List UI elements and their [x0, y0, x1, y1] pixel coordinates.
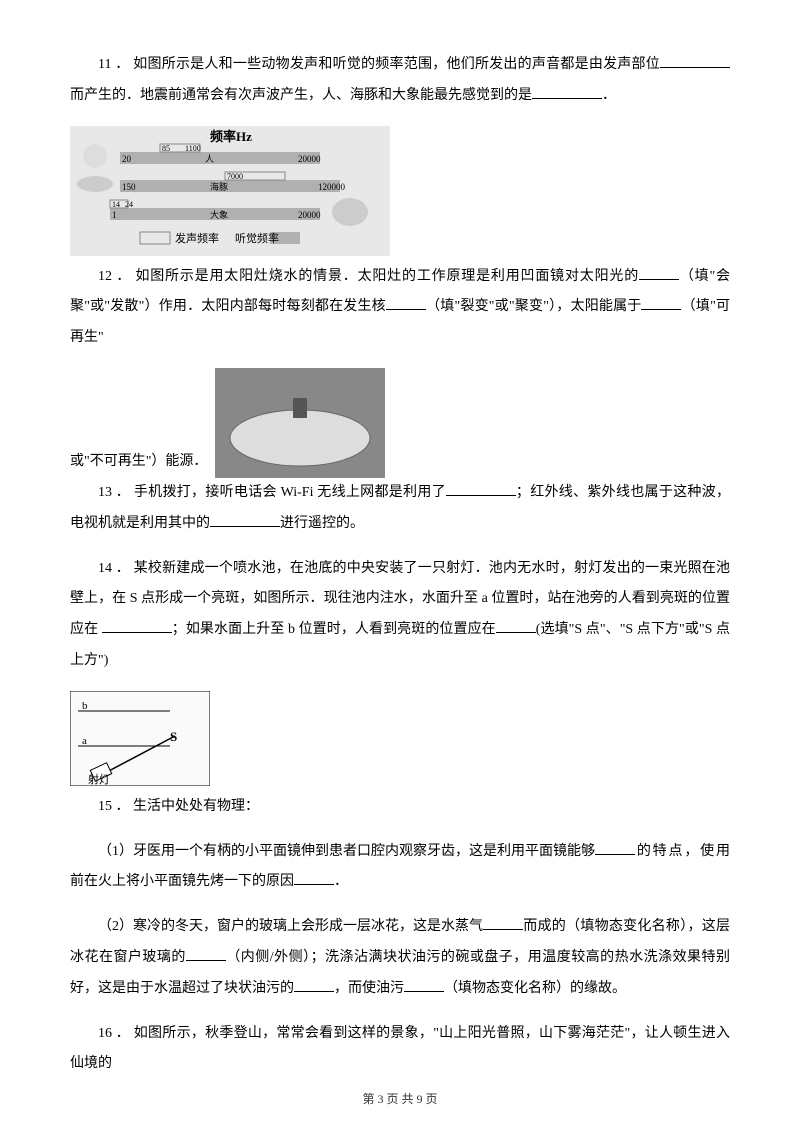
svg-text:20000: 20000 [298, 154, 321, 164]
svg-text:频率Hz: 频率Hz [210, 129, 252, 144]
q16-dot: ． [116, 1026, 130, 1041]
q13-dot: ． [116, 485, 130, 500]
q16-text1: 如图所示，秋季登山，常常会看到这样的景象，"山上阳光普照，山下雾海茫茫"，让人顿… [70, 1026, 730, 1072]
q14-blank2 [496, 619, 536, 633]
q12-text3: （填"裂变"或"聚变"），太阳能属于 [426, 299, 642, 314]
q15-p2e: （填物态变化名称）的缘故。 [444, 981, 626, 996]
q12-dot: ． [116, 269, 131, 284]
q15-p2d: ，而使油污 [334, 981, 404, 996]
question-16: 16 ． 如图所示，秋季登山，常常会看到这样的景象，"山上阳光普照，山下雾海茫茫… [70, 1019, 730, 1081]
q15-dot: ． [116, 799, 130, 814]
svg-text:听觉频率: 听觉频率 [235, 231, 279, 245]
q13-text1: 手机拨打，接听电话会 Wi-Fi 无线上网都是利用了 [134, 485, 446, 500]
svg-text:大象: 大象 [210, 209, 228, 220]
q11-frequency-diagram: 频率Hz 2020000 人 851100 150120000 海豚 7000 … [70, 126, 390, 256]
q11-text2: 而产生的．地震前通常会有次声波产生，人、海豚和大象能最先感觉到的是 [70, 88, 532, 103]
question-15-part1: （1）牙医用一个有柄的小平面镜伸到患者口腔内观察牙齿，这是利用平面镜能够的特点，… [70, 837, 730, 899]
q16-number: 16 [70, 1019, 112, 1050]
svg-text:1100: 1100 [185, 144, 201, 153]
footer-text: 第 3 页 共 9 页 [362, 1092, 437, 1106]
q15-intro: 生活中处处有物理： [133, 799, 259, 814]
q12-row: 或"不可再生"）能源． [70, 368, 730, 478]
q15-number: 15 [70, 792, 112, 823]
q15-p1a: （1）牙医用一个有柄的小平面镜伸到患者口腔内观察牙齿，这是利用平面镜能够 [70, 837, 595, 868]
q13-number: 13 [70, 478, 112, 509]
svg-text:射灯: 射灯 [88, 772, 110, 786]
svg-text:1: 1 [112, 210, 117, 220]
q15-blank3 [483, 916, 523, 930]
q14-text2: ；如果水面上升至 b 位置时，人看到亮斑的位置应在 [172, 622, 496, 637]
svg-text:人: 人 [205, 154, 214, 164]
svg-text:24: 24 [125, 200, 133, 209]
q15-blank4 [186, 947, 226, 961]
q15-blank5 [294, 978, 334, 992]
question-14: 14 ． 某校新建成一个喷水池，在池底的中央安装了一只射灯．池内无水时，射灯发出… [70, 554, 730, 677]
q12-solar-cooker-image [215, 368, 385, 478]
page-footer: 第 3 页 共 9 页 [0, 1086, 800, 1112]
question-12: 12 ． 如图所示是用太阳灶烧水的情景．太阳灶的工作原理是利用凹面镜对太阳光的 （… [70, 262, 730, 354]
q11-blank2 [532, 85, 602, 99]
question-15: 15 ． 生活中处处有物理： [70, 792, 730, 823]
q14-dot: ． [116, 561, 130, 576]
q15-blank1 [595, 841, 635, 855]
q11-dot: ． [115, 57, 129, 72]
q12-text5: 或"不可再生"）能源． [70, 454, 207, 469]
svg-text:14: 14 [112, 200, 120, 209]
q14-pool-diagram: b a S 射灯 [70, 691, 210, 786]
q11-period: ． [602, 88, 616, 103]
q12-number: 12 [70, 262, 112, 293]
svg-text:a: a [82, 735, 87, 747]
question-11: 11 ． 如图所示是人和一些动物发声和听觉的频率范围，他们所发出的声音都是由发声… [70, 50, 730, 112]
q15-blank6 [404, 978, 444, 992]
q11-number: 11 [70, 50, 111, 81]
q12-blank3 [641, 296, 681, 310]
q12-blank1 [639, 266, 679, 280]
q13-text3: 进行遥控的。 [280, 516, 364, 531]
svg-text:120000: 120000 [318, 182, 346, 192]
q14-number: 14 [70, 554, 112, 585]
q12-blank2 [386, 296, 426, 310]
svg-text:150: 150 [122, 182, 136, 192]
q15-p1c: ． [334, 874, 348, 889]
q15-p2a: （2）寒冷的冬天，窗户的玻璃上会形成一层冰花，这是水蒸气 [70, 912, 483, 943]
q12-text1: 如图所示是用太阳灶烧水的情景．太阳灶的工作原理是利用凹面镜对太阳光的 [135, 269, 639, 284]
q13-blank2 [210, 513, 280, 527]
svg-text:海豚: 海豚 [210, 181, 228, 192]
question-13: 13 ． 手机拨打，接听电话会 Wi-Fi 无线上网都是利用了；红外线、紫外线也… [70, 478, 730, 540]
q15-blank2 [294, 871, 334, 885]
q14-blank1 [102, 619, 172, 633]
svg-text:85: 85 [162, 144, 170, 153]
svg-text:7000: 7000 [227, 172, 243, 181]
svg-text:b: b [82, 700, 88, 712]
q13-blank1 [446, 482, 516, 496]
q11-text1: 如图所示是人和一些动物发声和听觉的频率范围，他们所发出的声音都是由发声部位 [133, 57, 660, 72]
q11-blank1 [660, 54, 730, 68]
question-15-part2: （2）寒冷的冬天，窗户的玻璃上会形成一层冰花，这是水蒸气而成的（填物态变化名称）… [70, 912, 730, 1004]
svg-text:20: 20 [122, 154, 132, 164]
svg-text:20000: 20000 [298, 210, 321, 220]
svg-text:发声频率: 发声频率 [175, 231, 219, 245]
